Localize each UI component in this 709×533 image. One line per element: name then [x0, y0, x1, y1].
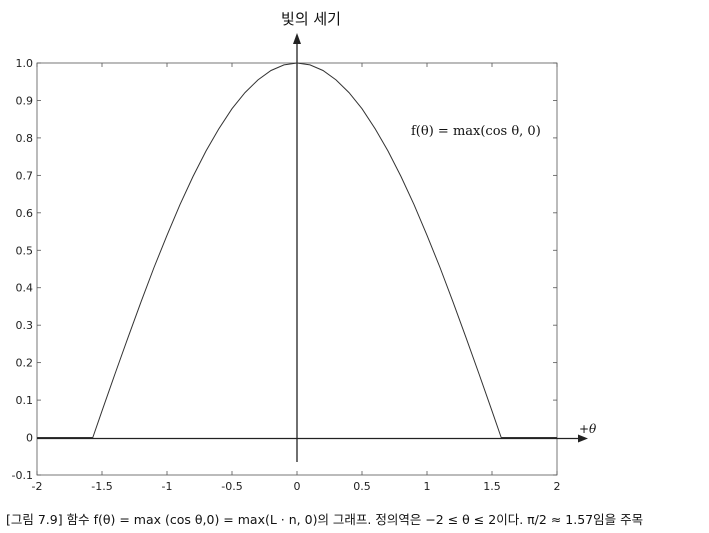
- caption-figure-ref: [그림 7.9]: [6, 512, 63, 527]
- x-tick-label: -0.5: [221, 480, 242, 493]
- x-tick-label: 2: [554, 480, 561, 493]
- chart: -2 -1.5 -1 -0.5 0 0.5 1 1.5 2 -0.1 0 0.1 0.2 0.3 0.4 0.…: [12, 10, 598, 493]
- caption-text: 함수 f(θ) = max (cos θ,0) = max(L · n, 0)의…: [66, 512, 644, 527]
- y-tick-label: 0.5: [16, 244, 34, 257]
- x-tick-label: -2: [32, 480, 43, 493]
- y-tick-label: 0: [26, 432, 33, 445]
- y-tick-label: 0.8: [16, 132, 34, 145]
- y-tick-label: 0.3: [16, 319, 34, 332]
- y-tick-label: 0.1: [16, 394, 34, 407]
- y-tick-label: 0.4: [16, 282, 34, 295]
- x-tick-label: -1: [162, 480, 173, 493]
- y-tick-label: 0.2: [16, 357, 34, 370]
- x-tick-label: 1: [424, 480, 431, 493]
- x-tick-label: 0: [294, 480, 301, 493]
- y-tick-label: -0.1: [12, 469, 33, 482]
- formula-annotation: f(θ) = max(cos θ, 0): [411, 124, 541, 139]
- y-tick-label: 1.0: [16, 57, 34, 70]
- x-axis-title: +θ: [579, 422, 597, 436]
- tick-labels: -2 -1.5 -1 -0.5 0 0.5 1 1.5 2 -0.1 0 0.1 0.2 0.3 0.4 0.…: [12, 57, 561, 493]
- x-tick-label: 0.5: [353, 480, 371, 493]
- series-line: [37, 62, 557, 439]
- y-tick-label: 0.9: [16, 94, 34, 107]
- y-tick-label: 0.7: [16, 169, 34, 182]
- y-axis-arrow-icon: [293, 33, 301, 44]
- figure-caption: [그림 7.9] 함수 f(θ) = max (cos θ,0) = max(L…: [6, 509, 706, 528]
- x-axis-arrow-icon: [578, 434, 588, 443]
- y-tick-label: 0.6: [16, 207, 34, 220]
- x-tick-label: 1.5: [483, 480, 501, 493]
- y-axis-title: 빛의 세기: [281, 10, 341, 28]
- x-tick-label: -1.5: [91, 480, 112, 493]
